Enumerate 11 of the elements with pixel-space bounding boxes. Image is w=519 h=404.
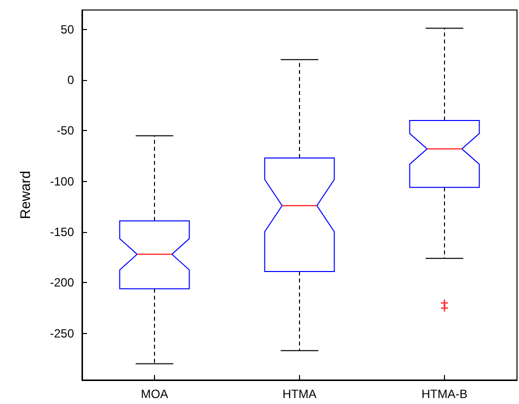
x-tick-label: HTMA-B xyxy=(422,387,468,401)
y-tick-label: 0 xyxy=(67,72,74,87)
x-tick-label: MOA xyxy=(140,387,168,401)
y-tick-label: -100 xyxy=(50,174,74,188)
y-tick-label: -50 xyxy=(56,124,74,138)
y-tick-label: -150 xyxy=(50,225,74,239)
y-tick-label: -200 xyxy=(50,276,74,290)
y-tick-label: -250 xyxy=(50,326,74,340)
y-tick-label: 50 xyxy=(60,22,74,36)
y-axis-title: Reward xyxy=(17,170,33,220)
x-tick-label: HTMA xyxy=(282,387,316,401)
